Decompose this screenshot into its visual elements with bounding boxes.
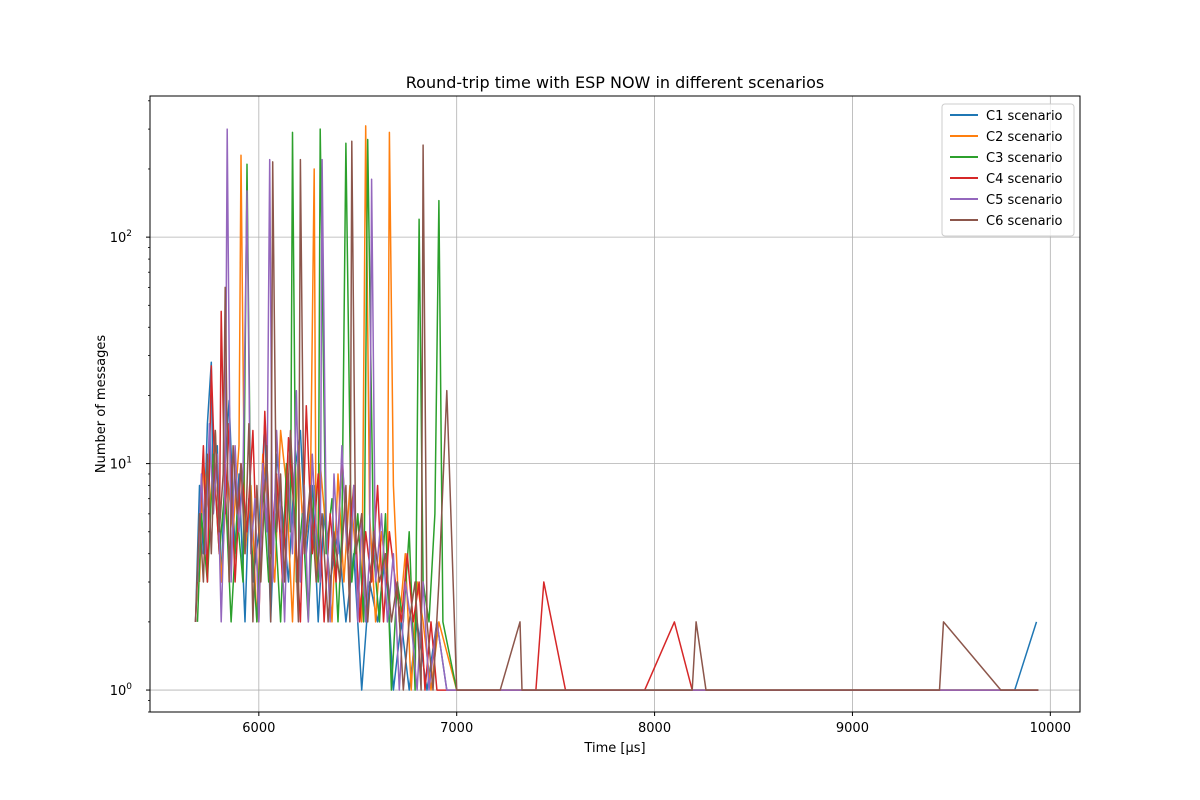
legend-label: C6 scenario [986,214,1063,229]
series-line-c3 [196,128,1039,691]
x-tick-label: 6000 [242,721,275,736]
series-line-c6 [194,140,1039,691]
x-axis-ticks: 6000 7000 8000 9000 10000 [242,712,1071,736]
x-axis-label: Time [µs] [583,741,645,756]
y-axis-ticks: 100 101 102 [110,100,150,713]
legend-label: C2 scenario [986,130,1063,145]
legend-label: C5 scenario [986,193,1063,208]
x-tick-label: 9000 [836,721,869,736]
x-tick-label: 10000 [1030,721,1071,736]
x-tick-label: 7000 [440,721,473,736]
series-group [194,125,1039,691]
legend-label: C1 scenario [986,109,1063,124]
y-tick-label: 101 [110,456,132,473]
x-tick-label: 8000 [638,721,671,736]
y-tick-label: 102 [110,229,132,246]
legend-label: C3 scenario [986,151,1063,166]
legend-label: C4 scenario [986,172,1063,187]
series-line-c5 [196,128,1039,691]
plot-frame [149,95,1081,713]
y-tick-label: 100 [110,682,133,699]
chart-title: Round-trip time with ESP NOW in differen… [406,73,824,92]
legend: C1 scenario C2 scenario C3 scenario C4 scen… [941,103,1075,237]
y-axis-label: Number of messages [94,335,109,473]
